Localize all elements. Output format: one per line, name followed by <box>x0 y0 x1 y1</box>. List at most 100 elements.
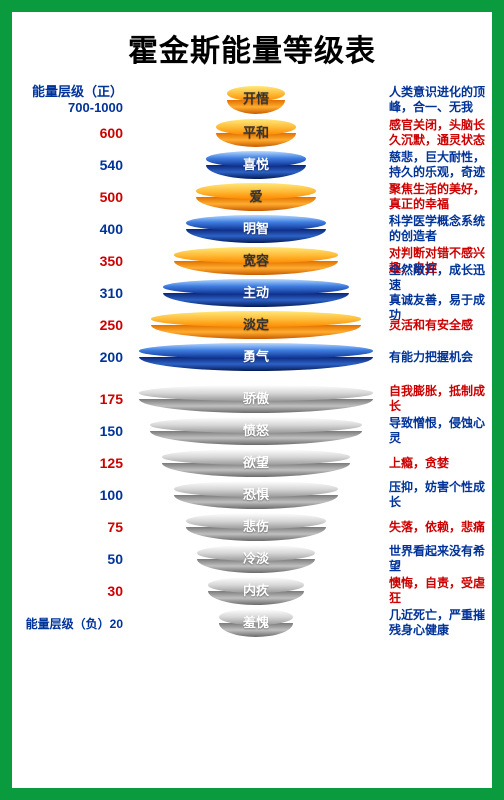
level-desc: 慈悲，巨大耐性，持久的乐观，奇迹 <box>381 150 488 180</box>
level-desc: 几近死亡，严重摧残身心健康 <box>381 608 488 638</box>
disc-container: 愤怒 <box>131 417 381 445</box>
header-line2: 700-1000 <box>68 100 123 115</box>
energy-row: 100 恐惧 压抑，妨害个性成长 <box>16 479 488 511</box>
level-number: 200 <box>16 349 131 365</box>
level-number: 100 <box>16 487 131 503</box>
disc-container: 明智 <box>131 215 381 243</box>
section-gap <box>16 373 488 383</box>
disc-container: 欲望 <box>131 449 381 477</box>
energy-disc: 开悟 <box>227 86 285 114</box>
energy-row: 50 冷淡 世界看起来没有希望 <box>16 543 488 575</box>
level-desc: 压抑，妨害个性成长 <box>381 480 488 510</box>
level-number: 540 <box>16 157 131 173</box>
poster-frame: 霍金斯能量等级表 能量层级（正） 700-1000 开悟 人类意识进化的顶峰，合… <box>0 0 504 800</box>
energy-disc: 宽容 <box>174 247 338 275</box>
level-number: 600 <box>16 125 131 141</box>
main-title: 霍金斯能量等级表 <box>16 26 488 70</box>
energy-disc: 勇气 <box>139 343 373 371</box>
energy-disc: 羞愧 <box>219 609 293 637</box>
disc-label: 愤怒 <box>243 420 269 439</box>
level-desc: 懊悔，自责，受虐狂 <box>381 576 488 606</box>
disc-container: 内疚 <box>131 577 381 605</box>
disc-label: 平和 <box>243 122 269 141</box>
disc-label: 悲伤 <box>243 516 269 535</box>
disc-label: 明智 <box>243 218 269 237</box>
level-number: 250 <box>16 317 131 333</box>
disc-label: 开悟 <box>243 88 269 107</box>
level-number: 50 <box>16 551 131 567</box>
level-number: 75 <box>16 519 131 535</box>
level-desc: 灵活和有安全感 <box>381 318 488 333</box>
energy-disc: 欲望 <box>162 449 350 477</box>
energy-row: 125 欲望 上瘾，贪婪 <box>16 447 488 479</box>
disc-label: 喜悦 <box>243 154 269 173</box>
upper-section: 600 平和 感官关闭，头脑长久沉默，通灵状态 540 喜悦 慈悲，巨大耐性，持… <box>16 117 488 373</box>
disc-container: 平和 <box>131 119 381 147</box>
top-disc: 开悟 <box>131 86 381 114</box>
level-desc: 世界看起来没有希望 <box>381 544 488 574</box>
energy-disc: 愤怒 <box>150 417 362 445</box>
energy-row: 400 明智 科学医学概念系统的创造者 <box>16 213 488 245</box>
energy-row: 能量层级（负）20 羞愧 几近死亡，严重摧残身心健康 <box>16 607 488 639</box>
disc-container: 骄傲 <box>131 385 381 413</box>
disc-label: 淡定 <box>243 314 269 333</box>
level-number: 400 <box>16 221 131 237</box>
disc-label: 冷淡 <box>243 548 269 567</box>
energy-row: 500 爱 聚焦生活的美好，真正的幸福 <box>16 181 488 213</box>
energy-row: 600 平和 感官关闭，头脑长久沉默，通灵状态 <box>16 117 488 149</box>
energy-disc: 主动 <box>163 279 349 307</box>
level-number: 125 <box>16 455 131 471</box>
disc-container: 勇气 <box>131 343 381 371</box>
header-left: 能量层级（正） 700-1000 <box>16 84 131 115</box>
footer-left: 能量层级（负）20 <box>16 615 131 632</box>
energy-disc: 悲伤 <box>186 513 326 541</box>
level-desc: 自我膨胀，抵制成长 <box>381 384 488 414</box>
level-number: 175 <box>16 391 131 407</box>
energy-row: 30 内疚 懊悔，自责，受虐狂 <box>16 575 488 607</box>
header-line1: 能量层级（正） <box>32 84 123 99</box>
level-desc: 上瘾，贪婪 <box>381 456 488 471</box>
disc-label: 骄傲 <box>243 388 269 407</box>
energy-row: 175 骄傲 自我膨胀，抵制成长 <box>16 383 488 415</box>
energy-row: 150 愤怒 导致憎恨，侵蚀心灵 <box>16 415 488 447</box>
disc-label: 欲望 <box>243 452 269 471</box>
disc-container: 喜悦 <box>131 151 381 179</box>
energy-disc: 喜悦 <box>206 151 306 179</box>
energy-row: 200 勇气 有能力把握机会 <box>16 341 488 373</box>
disc-container: 宽容 <box>131 247 381 275</box>
disc-label: 恐惧 <box>243 484 269 503</box>
level-number: 310 <box>16 285 131 301</box>
disc-container: 爱 <box>131 183 381 211</box>
disc-container: 羞愧 <box>131 609 381 637</box>
level-desc: 有能力把握机会 <box>381 350 488 365</box>
level-desc: 感官关闭，头脑长久沉默，通灵状态 <box>381 118 488 148</box>
disc-label: 勇气 <box>243 346 269 365</box>
disc-container: 淡定 <box>131 311 381 339</box>
energy-disc: 恐惧 <box>174 481 338 509</box>
energy-disc: 冷淡 <box>197 545 315 573</box>
disc-label: 主动 <box>243 282 269 301</box>
level-number: 350 <box>16 253 131 269</box>
disc-container: 主动 <box>131 279 381 307</box>
header-desc: 人类意识进化的顶峰，合一、无我 <box>381 85 488 115</box>
header-row: 能量层级（正） 700-1000 开悟 人类意识进化的顶峰，合一、无我 <box>16 84 488 115</box>
disc-container: 恐惧 <box>131 481 381 509</box>
disc-label: 羞愧 <box>243 612 269 631</box>
energy-disc: 内疚 <box>208 577 304 605</box>
disc-label: 爱 <box>249 186 262 205</box>
energy-row: 310 主动 全然敞开，成长迅速真诚友善，易于成功 <box>16 277 488 309</box>
level-number: 30 <box>16 583 131 599</box>
lower-section: 175 骄傲 自我膨胀，抵制成长 150 愤怒 导致憎恨，侵蚀心灵 125 欲望… <box>16 383 488 639</box>
level-desc: 失落，依赖，悲痛 <box>381 520 488 535</box>
level-desc: 科学医学概念系统的创造者 <box>381 214 488 244</box>
energy-disc: 淡定 <box>151 311 361 339</box>
energy-row: 540 喜悦 慈悲，巨大耐性，持久的乐观，奇迹 <box>16 149 488 181</box>
level-desc: 聚焦生活的美好，真正的幸福 <box>381 182 488 212</box>
disc-label: 宽容 <box>243 250 269 269</box>
energy-disc: 骄傲 <box>139 385 373 413</box>
level-number: 500 <box>16 189 131 205</box>
energy-disc: 平和 <box>216 119 296 147</box>
energy-row: 75 悲伤 失落，依赖，悲痛 <box>16 511 488 543</box>
energy-disc: 明智 <box>186 215 326 243</box>
level-desc: 导致憎恨，侵蚀心灵 <box>381 416 488 446</box>
